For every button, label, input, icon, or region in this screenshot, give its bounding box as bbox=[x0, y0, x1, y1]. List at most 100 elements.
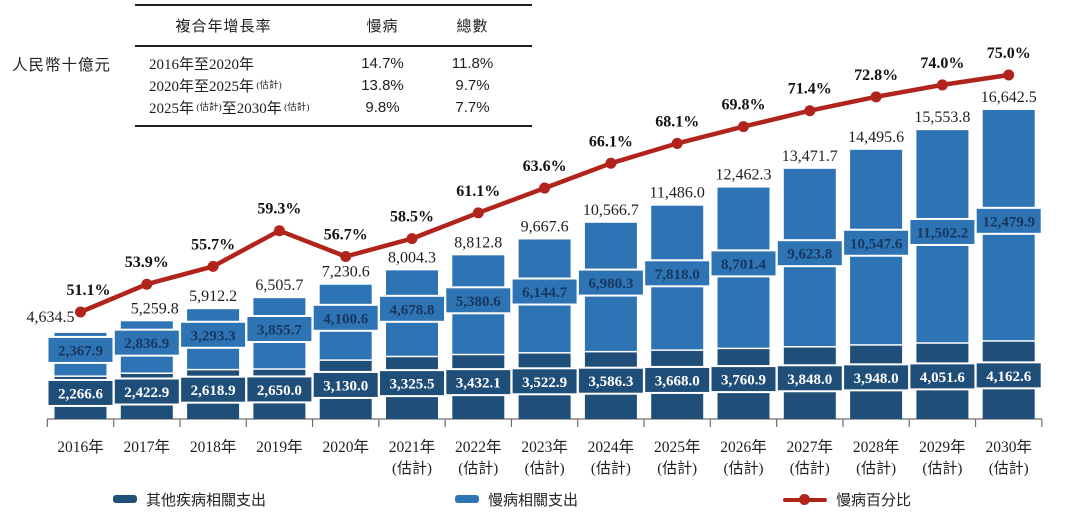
value-box-chronic bbox=[908, 217, 977, 246]
value-label-chronic: 6,980.3 bbox=[588, 276, 633, 292]
x-axis-year-label: 2019年 bbox=[256, 438, 303, 456]
total-value-label: 6,505.7 bbox=[255, 277, 303, 294]
legend-item-other-spending: 其他疾病相關支出 bbox=[113, 488, 266, 510]
value-box-other bbox=[643, 365, 712, 394]
percentage-line-marker bbox=[207, 260, 219, 272]
percentage-label: 59.3% bbox=[257, 201, 301, 218]
percentage-line-marker bbox=[605, 157, 617, 169]
x-axis-estimate-note: (估計) bbox=[458, 460, 498, 477]
percentage-label: 63.6% bbox=[523, 158, 567, 175]
x-axis-year-label: 2027年 bbox=[787, 438, 834, 456]
percentage-label: 69.8% bbox=[722, 97, 766, 114]
value-box-chronic bbox=[245, 314, 314, 343]
cagr-table-row: 2016年至2020年 14.7% 11.8% bbox=[135, 52, 532, 74]
value-label-other: 3,130.0 bbox=[323, 378, 368, 394]
x-axis-estimate-note: (估計) bbox=[392, 460, 432, 477]
x-axis-estimate-note: (估計) bbox=[790, 460, 830, 477]
percentage-label: 68.1% bbox=[655, 113, 699, 130]
percentage-label: 56.7% bbox=[324, 226, 368, 243]
total-value-label: 12,462.3 bbox=[716, 167, 772, 184]
percentage-line-marker bbox=[75, 306, 86, 318]
cagr-total-value: 11.8% bbox=[451, 54, 494, 72]
percentage-label: 51.1% bbox=[67, 282, 111, 299]
value-box-other bbox=[112, 377, 181, 406]
x-axis-year-label: 2028年 bbox=[853, 438, 900, 456]
x-axis-year-label: 2023年 bbox=[521, 438, 568, 456]
percentage-line-marker bbox=[273, 225, 285, 237]
percentage-label: 74.0% bbox=[920, 55, 964, 72]
value-label-other: 2,650.0 bbox=[257, 383, 302, 399]
legend-line-dot-icon bbox=[783, 493, 827, 506]
percentage-line-marker bbox=[804, 105, 816, 117]
percentage-label: 75.0% bbox=[987, 45, 1031, 62]
x-axis-estimate-note: (估計) bbox=[657, 460, 697, 477]
x-axis-year-label: 2024年 bbox=[588, 438, 635, 456]
x-axis-estimate-note: (估計) bbox=[724, 460, 764, 477]
value-label-other: 2,618.9 bbox=[191, 383, 236, 399]
value-box-other bbox=[974, 361, 1043, 390]
percentage-label: 53.9% bbox=[125, 254, 169, 271]
value-box-other bbox=[444, 368, 513, 397]
value-box-chronic bbox=[311, 303, 380, 332]
percentage-line-marker bbox=[472, 207, 484, 219]
value-label-chronic: 3,293.3 bbox=[191, 328, 236, 344]
total-value-label: 5,912.2 bbox=[189, 288, 237, 305]
value-box-other bbox=[709, 365, 778, 394]
x-axis-year-label: 2016年 bbox=[57, 438, 104, 456]
value-label-chronic: 3,855.7 bbox=[257, 322, 303, 338]
cagr-total-value: 9.7% bbox=[455, 76, 490, 94]
value-box-other bbox=[311, 370, 380, 399]
x-axis-year-label: 2018年 bbox=[190, 438, 237, 456]
percentage-line-marker bbox=[1003, 69, 1015, 81]
value-label-other: 4,162.6 bbox=[986, 369, 1032, 385]
y-axis-unit-label: 人民幣十億元 bbox=[12, 57, 112, 74]
cagr-table-body: 2016年至2020年 14.7% 11.8% 2020年至2025年 (估計) 13.… bbox=[135, 47, 532, 125]
value-label-chronic: 11,502.2 bbox=[917, 225, 969, 241]
x-axis-year-label: 2020年 bbox=[322, 438, 369, 456]
x-axis-estimate-note: (估計) bbox=[525, 460, 565, 477]
value-label-chronic: 5,380.6 bbox=[456, 294, 502, 310]
value-box-other bbox=[510, 367, 579, 396]
cagr-chronic-value: 13.8% bbox=[361, 76, 404, 94]
cagr-table: 複合年增長率 慢病 總數 2016年至2020年 14.7% 11.8% 2020年至… bbox=[135, 4, 532, 127]
value-label-other: 3,586.3 bbox=[588, 374, 633, 390]
value-box-chronic bbox=[179, 320, 248, 349]
value-box-chronic bbox=[46, 335, 115, 364]
spending-stacked-bar-chart: 2,367.9 2,266.6 4,634.5 2016年 2,836.9 2,422.9… bbox=[27, 45, 1043, 477]
legend-swatch-other-icon bbox=[113, 495, 137, 503]
value-label-other: 3,760.9 bbox=[721, 373, 766, 389]
value-box-chronic bbox=[974, 206, 1043, 235]
value-label-other: 4,051.6 bbox=[920, 370, 966, 386]
value-label-chronic: 9,623.8 bbox=[787, 247, 832, 263]
value-label-other: 2,422.9 bbox=[124, 385, 169, 401]
cagr-table-row: 2025年 (估計)至2030年 (估計) 9.8% 7.7% bbox=[135, 96, 532, 118]
legend-label-other: 其他疾病相關支出 bbox=[146, 492, 267, 509]
legend-swatch-chronic-icon bbox=[455, 495, 479, 503]
percentage-label: 66.1% bbox=[589, 133, 633, 150]
percentage-line-marker bbox=[340, 250, 352, 262]
value-box-other bbox=[775, 364, 844, 393]
value-label-other: 3,668.0 bbox=[655, 373, 700, 389]
cagr-period-label: 2020年至2025年 (估計) bbox=[149, 78, 282, 95]
cagr-header-period: 複合年增長率 bbox=[175, 19, 272, 35]
legend-label-chronic: 慢病相關支出 bbox=[488, 492, 579, 509]
cagr-table-row: 2020年至2025年 (估計) 13.8% 9.7% bbox=[135, 74, 532, 96]
total-value-label: 8,812.8 bbox=[454, 234, 502, 251]
value-label-chronic: 2,836.9 bbox=[124, 336, 169, 352]
value-label-other: 3,522.9 bbox=[522, 375, 567, 391]
legend-label-percentage: 慢病百分比 bbox=[836, 492, 912, 509]
x-axis-year-label: 2030年 bbox=[985, 438, 1032, 456]
x-axis-estimate-note: (估計) bbox=[856, 460, 896, 477]
total-value-label: 11,486.0 bbox=[649, 185, 704, 202]
x-axis-year-label: 2021年 bbox=[389, 438, 436, 456]
percentage-label: 61.1% bbox=[456, 183, 500, 200]
value-box-other bbox=[179, 375, 248, 404]
value-box-chronic bbox=[444, 286, 513, 315]
x-axis-year-label: 2025年 bbox=[654, 438, 701, 456]
total-value-label: 7,230.6 bbox=[322, 264, 370, 281]
x-axis-estimate-note: (估計) bbox=[989, 460, 1029, 477]
percentage-label: 58.5% bbox=[390, 209, 434, 226]
cagr-chronic-value: 14.7% bbox=[361, 54, 404, 72]
percentage-label: 72.8% bbox=[854, 67, 898, 84]
